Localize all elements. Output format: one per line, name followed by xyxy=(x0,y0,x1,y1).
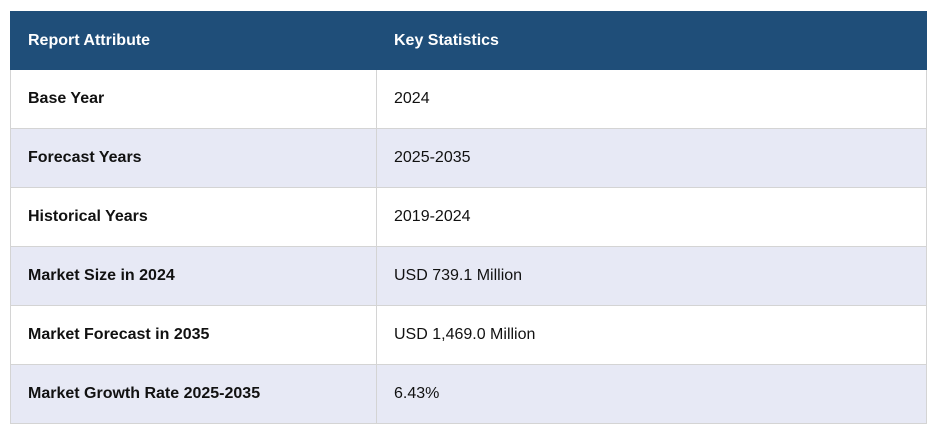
table-row: Historical Years 2019-2024 xyxy=(10,187,927,247)
report-stats-table-container: Report Attribute Key Statistics Base Yea… xyxy=(10,11,927,424)
row-attribute-cell: Historical Years xyxy=(10,187,377,247)
row-attribute-cell: Market Size in 2024 xyxy=(10,246,377,306)
table-header: Report Attribute Key Statistics xyxy=(10,11,927,70)
table-row: Market Growth Rate 2025-2035 6.43% xyxy=(10,364,927,424)
table-row: Market Size in 2024 USD 739.1 Million xyxy=(10,246,927,306)
header-row: Report Attribute Key Statistics xyxy=(10,11,927,70)
row-value-cell: USD 739.1 Million xyxy=(376,246,927,306)
row-value-cell: 2019-2024 xyxy=(376,187,927,247)
row-value-cell: USD 1,469.0 Million xyxy=(376,305,927,365)
row-value-cell: 2025-2035 xyxy=(376,128,927,188)
header-key-statistics: Key Statistics xyxy=(376,11,927,70)
table-row: Forecast Years 2025-2035 xyxy=(10,128,927,188)
row-attribute-cell: Base Year xyxy=(10,69,377,129)
report-stats-table: Report Attribute Key Statistics Base Yea… xyxy=(10,11,927,424)
header-report-attribute: Report Attribute xyxy=(10,11,377,70)
row-value-cell: 2024 xyxy=(376,69,927,129)
row-attribute-cell: Market Growth Rate 2025-2035 xyxy=(10,364,377,424)
row-value-cell: 6.43% xyxy=(376,364,927,424)
table-body: Base Year 2024 Forecast Years 2025-2035 … xyxy=(10,69,927,424)
row-attribute-cell: Forecast Years xyxy=(10,128,377,188)
row-attribute-cell: Market Forecast in 2035 xyxy=(10,305,377,365)
table-row: Base Year 2024 xyxy=(10,69,927,129)
table-row: Market Forecast in 2035 USD 1,469.0 Mill… xyxy=(10,305,927,365)
